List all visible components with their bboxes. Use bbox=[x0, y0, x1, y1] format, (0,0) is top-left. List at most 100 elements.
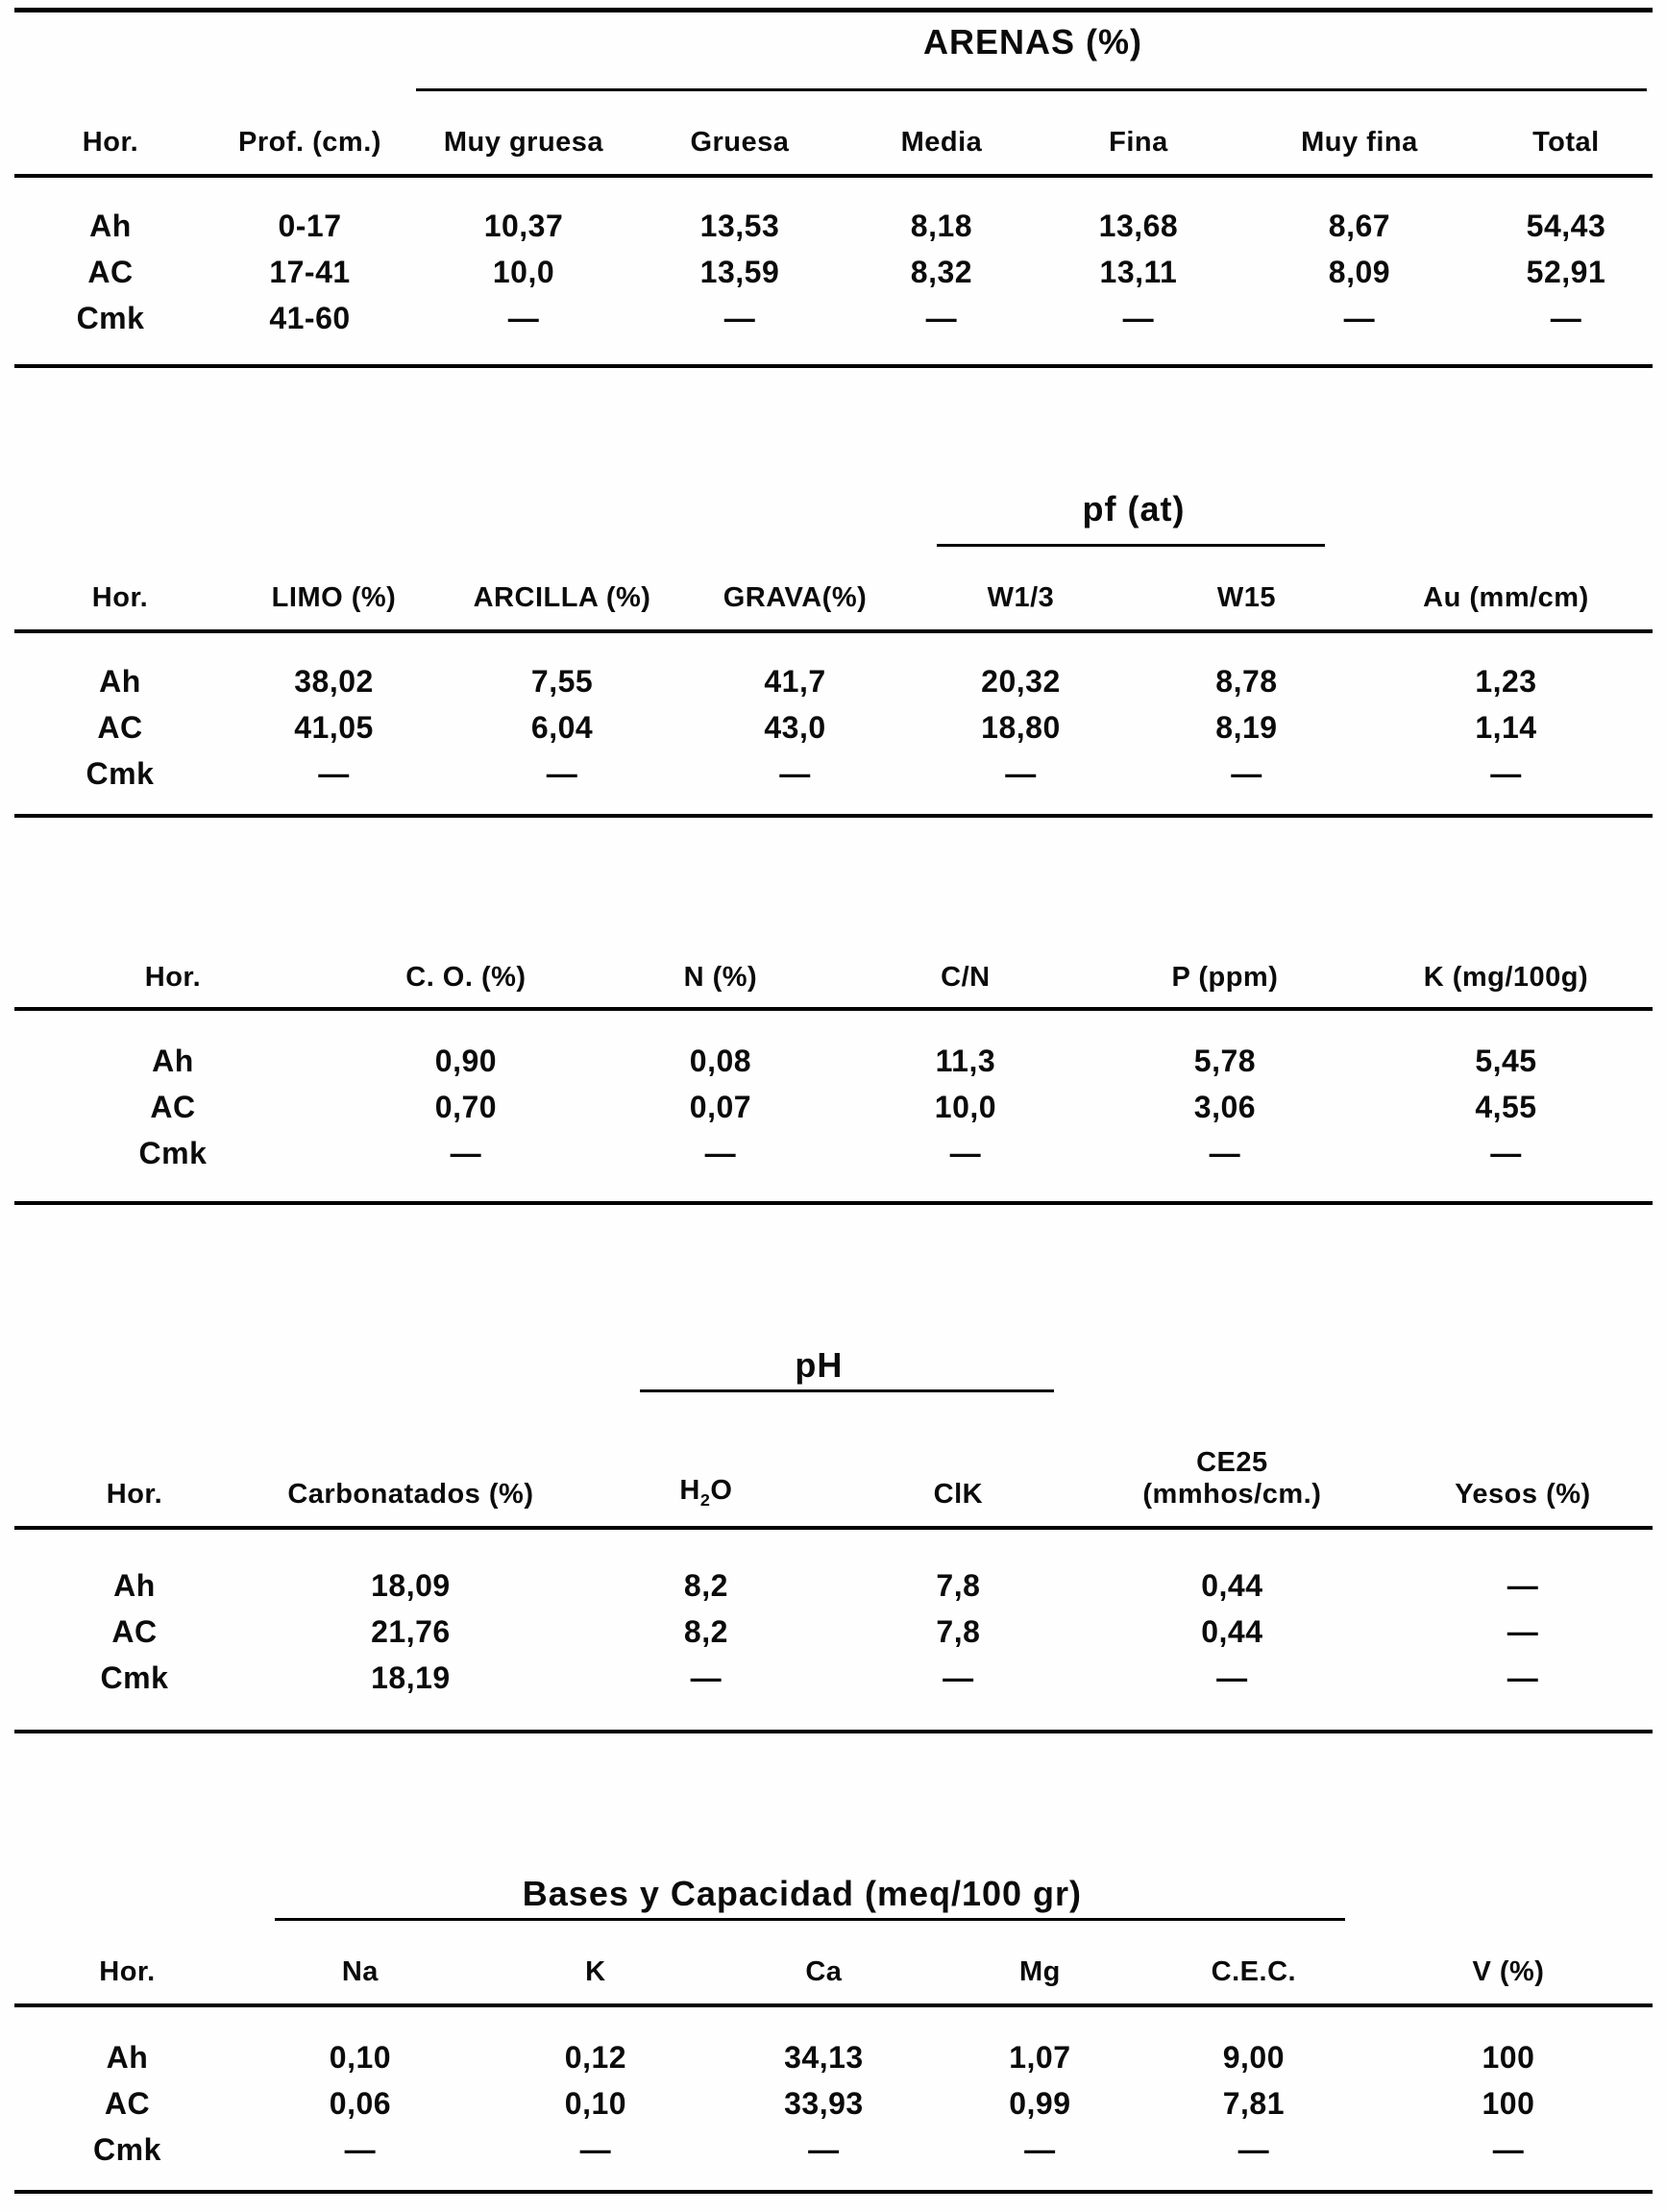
header-ce25-line1: CE25 bbox=[1196, 1447, 1268, 1478]
row-label: Ah bbox=[89, 208, 132, 243]
data-cell: 100 bbox=[1482, 2085, 1535, 2121]
data-cell: — bbox=[1238, 295, 1480, 368]
data-cell: 13,53 bbox=[699, 208, 780, 243]
header-clk: ClK bbox=[845, 1392, 1071, 1530]
data-cell: 18,80 bbox=[981, 709, 1061, 745]
group-spacer bbox=[1071, 1345, 1653, 1392]
ph-group-header-row: pH bbox=[14, 1345, 1653, 1392]
data-cell: 41,7 bbox=[764, 663, 826, 699]
ph-group-underline bbox=[639, 1389, 1054, 1392]
pf-group-underline bbox=[936, 544, 1325, 547]
data-cell: 54,43 bbox=[1526, 208, 1606, 243]
table-row: Ah 38,02 7,55 41,7 20,32 8,78 1,23 bbox=[14, 631, 1653, 704]
bases-group-underline bbox=[274, 1918, 1345, 1921]
row-label: AC bbox=[87, 254, 134, 289]
group-spacer bbox=[14, 485, 908, 547]
bases-group-title: Bases y Capacidad (meq/100 gr) bbox=[522, 1874, 1083, 1913]
data-cell: — bbox=[1479, 295, 1653, 368]
data-cell: 11,3 bbox=[935, 1043, 996, 1078]
table-row: AC 21,76 8,2 7,8 0,44 — bbox=[14, 1609, 1653, 1655]
data-cell: 1,07 bbox=[1009, 2039, 1071, 2075]
data-cell: 0,08 bbox=[689, 1043, 752, 1078]
data-cell: — bbox=[1392, 1655, 1653, 1733]
data-cell: 10,0 bbox=[492, 254, 555, 289]
table-arenas: ARENAS (%) Hor. Prof. (cm.) Muy gruesa G… bbox=[14, 8, 1653, 368]
header-limo: LIMO (%) bbox=[225, 547, 443, 633]
data-cell: 17-41 bbox=[269, 254, 351, 289]
row-label: Cmk bbox=[14, 1130, 331, 1205]
ph-header-row: Hor. Carbonatados (%) H2O ClK CE25 (mmho… bbox=[14, 1392, 1653, 1530]
data-cell: 4,55 bbox=[1475, 1089, 1537, 1124]
data-cell: — bbox=[600, 1130, 841, 1205]
arenas-group-cell: ARENAS (%) bbox=[412, 8, 1653, 91]
header-muy-gruesa: Muy gruesa bbox=[412, 91, 634, 178]
header-au: Au (mm/cm) bbox=[1359, 547, 1653, 633]
data-cell: — bbox=[1070, 1655, 1393, 1733]
table-row: AC 0,70 0,07 10,0 3,06 4,55 bbox=[14, 1084, 1653, 1130]
row-label: AC bbox=[150, 1089, 196, 1124]
arenas-group-header-row: ARENAS (%) bbox=[14, 8, 1653, 91]
data-cell: 7,8 bbox=[936, 1567, 981, 1603]
header-hor: Hor. bbox=[14, 547, 226, 633]
data-cell: 0,90 bbox=[434, 1043, 498, 1078]
row-label: Ah bbox=[106, 2039, 149, 2075]
table-quimica-organica: Hor. C. O. (%) N (%) C/N P (ppm) K (mg/1… bbox=[14, 951, 1653, 1205]
data-cell: 8,67 bbox=[1328, 208, 1391, 243]
data-cell: — bbox=[239, 2126, 480, 2194]
header-gruesa: Gruesa bbox=[633, 91, 845, 178]
header-hor: Hor. bbox=[14, 951, 331, 1011]
row-label: Ah bbox=[99, 663, 141, 699]
row-label: Ah bbox=[152, 1043, 194, 1078]
data-cell: 33,93 bbox=[784, 2085, 864, 2121]
data-cell: — bbox=[1359, 1130, 1653, 1205]
header-cec: C.E.C. bbox=[1142, 1921, 1364, 2007]
data-cell: — bbox=[479, 2126, 711, 2194]
header-ce25-line2: (mmhos/cm.) bbox=[1142, 1479, 1322, 1510]
header-yesos: Yesos (%) bbox=[1392, 1392, 1653, 1530]
data-cell: — bbox=[566, 1655, 845, 1733]
ph-group-cell: pH bbox=[567, 1345, 1071, 1392]
pf-group-header-row: pf (at) bbox=[14, 485, 1653, 547]
data-cell: 34,13 bbox=[784, 2039, 864, 2075]
row-label: Cmk bbox=[14, 295, 207, 368]
data-cell: 43,0 bbox=[764, 709, 826, 745]
data-cell: 6,04 bbox=[530, 709, 594, 745]
group-spacer bbox=[14, 1345, 567, 1392]
data-cell: 0,12 bbox=[564, 2039, 627, 2075]
data-cell: 41,05 bbox=[294, 709, 374, 745]
data-cell: — bbox=[907, 750, 1134, 818]
table-row: Cmk — — — — — bbox=[14, 1130, 1653, 1205]
data-cell: 20,32 bbox=[981, 663, 1061, 699]
data-cell: — bbox=[633, 295, 845, 368]
header-total: Total bbox=[1479, 91, 1653, 178]
header-k: K bbox=[479, 1921, 711, 2007]
header-hor: Hor. bbox=[14, 1392, 255, 1530]
header-muy-fina: Muy fina bbox=[1238, 91, 1480, 178]
data-cell: — bbox=[1363, 2126, 1653, 2194]
data-cell: 0-17 bbox=[278, 208, 342, 243]
data-cell: 9,00 bbox=[1222, 2039, 1286, 2075]
header-hor: Hor. bbox=[14, 1921, 240, 2007]
group-spacer bbox=[14, 1874, 240, 1921]
data-cell: — bbox=[1359, 750, 1653, 818]
data-cell: 3,06 bbox=[1193, 1089, 1257, 1124]
data-cell: 52,91 bbox=[1526, 254, 1606, 289]
group-spacer bbox=[14, 8, 413, 91]
pf-group-title: pf (at) bbox=[1082, 489, 1186, 528]
data-cell: 18,19 bbox=[254, 1655, 567, 1733]
data-cell: 8,78 bbox=[1215, 663, 1278, 699]
data-cell: 8,32 bbox=[910, 254, 973, 289]
row-label: Cmk bbox=[14, 2126, 240, 2194]
data-cell: 38,02 bbox=[294, 663, 374, 699]
header-k: K (mg/100g) bbox=[1359, 951, 1653, 1011]
data-cell: — bbox=[1507, 1567, 1539, 1603]
header-fina: Fina bbox=[1037, 91, 1239, 178]
header-hor: Hor. bbox=[14, 91, 207, 178]
table-row: AC 17-41 10,0 13,59 8,32 13,11 8,09 52,9… bbox=[14, 249, 1653, 295]
header-p: P (ppm) bbox=[1090, 951, 1360, 1011]
table-row: AC 41,05 6,04 43,0 18,80 8,19 1,14 bbox=[14, 704, 1653, 750]
data-cell: 0,44 bbox=[1201, 1567, 1263, 1603]
header-w15: W15 bbox=[1133, 547, 1360, 633]
data-cell: 13,59 bbox=[699, 254, 780, 289]
